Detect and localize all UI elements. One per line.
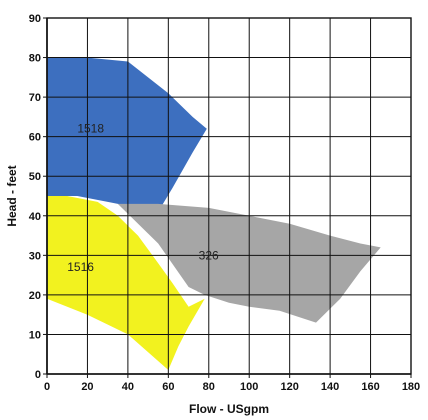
y-tick-label-0: 0: [35, 369, 41, 381]
y-tick-label-20: 20: [29, 290, 41, 302]
x-tick-label-100: 100: [240, 381, 258, 393]
x-tick-labels: 0 20 40 60 80 100 120 140 160 180: [44, 374, 420, 393]
x-tick-label-20: 20: [81, 381, 93, 393]
region-label-1516: 1516: [67, 260, 94, 274]
y-tick-label-50: 50: [29, 171, 41, 183]
y-tick-label-90: 90: [29, 13, 41, 25]
region-label-326: 326: [199, 248, 219, 262]
x-tick-label-180: 180: [402, 381, 420, 393]
y-axis-title: Head - feet: [5, 165, 19, 226]
x-tick-label-140: 140: [321, 381, 339, 393]
y-tick-label-60: 60: [29, 132, 41, 144]
y-tick-labels: 0 10 20 30 40 50 60 70 80 90: [29, 13, 47, 381]
x-tick-label-80: 80: [203, 381, 215, 393]
x-axis-title: Flow - USgpm: [189, 402, 269, 416]
region-label-1518: 1518: [77, 122, 104, 136]
x-tick-label-120: 120: [280, 381, 298, 393]
y-tick-label-80: 80: [29, 53, 41, 65]
plot-border: [46, 17, 412, 375]
y-tick-label-10: 10: [29, 329, 41, 341]
y-tick-label-30: 30: [29, 250, 41, 262]
region-labels: 1518 326 1516: [67, 122, 219, 274]
x-tick-label-40: 40: [122, 381, 134, 393]
x-tick-label-160: 160: [361, 381, 379, 393]
y-tick-label-40: 40: [29, 211, 41, 223]
grid: [46, 17, 412, 375]
x-tick-label-0: 0: [44, 381, 50, 393]
x-tick-label-60: 60: [162, 381, 174, 393]
region-1516: [47, 196, 205, 370]
y-tick-label-70: 70: [29, 92, 41, 104]
